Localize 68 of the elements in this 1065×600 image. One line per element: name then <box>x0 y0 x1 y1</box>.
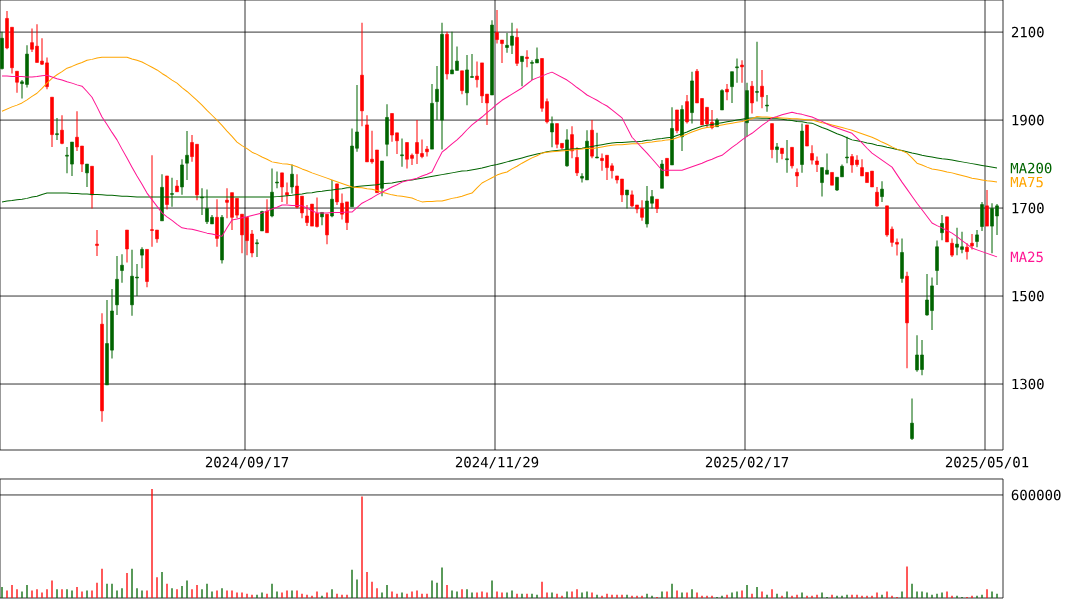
candlestick <box>725 83 729 101</box>
candlestick <box>275 171 279 189</box>
candlestick <box>125 229 129 264</box>
candlestick <box>55 117 59 141</box>
y-tick-label: 1700 <box>1012 202 1044 214</box>
candlestick <box>685 94 689 125</box>
candlestick <box>780 147 784 160</box>
x-tick-label: 2024/09/17 <box>205 456 289 469</box>
candlestick <box>255 238 259 258</box>
candlestick <box>775 142 779 164</box>
candlestick <box>875 186 879 208</box>
candlestick <box>325 213 329 245</box>
x-tick-label: 2025/05/01 <box>945 456 1029 469</box>
candlestick <box>790 146 794 169</box>
candlestick <box>290 164 294 195</box>
candlestick <box>940 214 944 241</box>
candlestick <box>525 49 529 68</box>
candlestick <box>60 114 64 145</box>
series-label: MA75 <box>1010 176 1043 188</box>
series-label: MA25 <box>1010 251 1043 263</box>
candlestick <box>795 167 799 188</box>
candlestick <box>880 180 884 203</box>
candlestick <box>595 132 599 159</box>
candlestick <box>765 94 769 113</box>
y-tick-label: 2100 <box>1011 26 1044 38</box>
candlestick <box>675 109 679 134</box>
candlestick <box>720 88 724 111</box>
candlestick <box>425 145 429 158</box>
candlestick <box>140 246 144 269</box>
candlestick <box>400 138 404 168</box>
candlestick <box>85 163 89 188</box>
candlestick <box>910 398 914 441</box>
candlestick <box>750 80 754 114</box>
y-tick-label: 1500 <box>1012 290 1044 302</box>
candlestick <box>980 201 984 232</box>
candlestick <box>965 242 969 261</box>
candlestick <box>460 70 464 95</box>
candlestick <box>575 146 579 177</box>
candlestick <box>970 233 974 250</box>
candlestick <box>805 124 809 147</box>
candlestick <box>950 237 954 258</box>
candlestick <box>740 59 744 84</box>
candlestick <box>845 136 849 164</box>
candlestick <box>185 130 189 181</box>
candlestick <box>280 172 284 203</box>
candlestick <box>625 189 629 209</box>
y-tick-label: 600000 <box>1011 489 1061 501</box>
candlestick <box>985 189 989 227</box>
candlestick <box>285 182 289 205</box>
candlestick <box>785 139 789 174</box>
candlestick <box>550 116 554 148</box>
candlestick <box>755 41 759 103</box>
x-tick-label: 2025/02/17 <box>705 456 789 469</box>
candlestick <box>735 58 739 84</box>
candlestick <box>975 229 979 248</box>
candlestick <box>215 198 219 248</box>
candlestick <box>180 158 184 196</box>
x-tick-label: 2024/11/29 <box>455 456 539 469</box>
candlestick <box>935 240 939 286</box>
candlestick <box>760 69 764 109</box>
candlestick <box>265 198 269 234</box>
y-tick-label: 1900 <box>1012 114 1044 126</box>
candlestick <box>730 71 734 104</box>
candlestick <box>95 229 99 257</box>
candlestick <box>520 55 524 87</box>
candlestick <box>120 253 124 284</box>
series-label: MA200 <box>1010 162 1052 174</box>
y-tick-label: 1300 <box>1012 378 1044 390</box>
